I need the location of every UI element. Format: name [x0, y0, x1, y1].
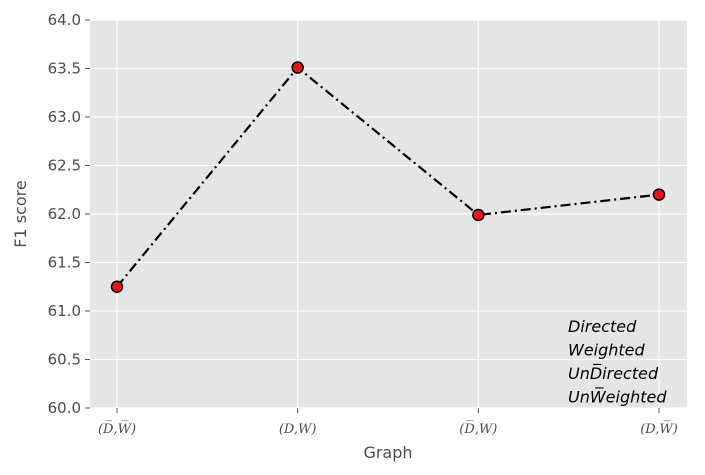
y-tick-label: 64.0 [48, 11, 81, 29]
grid-lines [90, 19, 687, 409]
data-points [110, 61, 666, 293]
y-tick-label: 61.5 [48, 254, 81, 272]
y-tick-label: 63.0 [48, 108, 81, 126]
legend-note: UnW̅eighted [568, 388, 667, 407]
data-point [110, 280, 124, 293]
series-line [116, 65, 660, 288]
legend-note: UnD̅irected [568, 364, 659, 383]
legend-note: Directed [568, 317, 637, 336]
data-point [291, 61, 304, 74]
x-tick-label: (D̅,W) [459, 421, 497, 437]
y-tick-label: 62.0 [48, 205, 81, 223]
data-point [472, 208, 485, 222]
x-axis-title: Graph [363, 443, 412, 462]
y-tick-label: 61.0 [48, 302, 81, 320]
x-tick-label: (D,W̅) [640, 421, 678, 437]
y-tick-label: 60.0 [48, 399, 81, 417]
y-tick-label: 63.5 [48, 60, 81, 78]
y-axis-ticks: 60.0 60.5 61.0 61.5 62.0 62.5 63.0 63.5 64.0 [48, 11, 90, 417]
x-axis-ticks: (D̅,W̅) (D,W) (D̅,W) (D,W̅) [98, 408, 678, 437]
x-tick-label: (D̅,W̅) [98, 421, 136, 437]
x-tick-label: (D,W) [279, 422, 317, 437]
y-tick-label: 60.5 [48, 351, 81, 369]
y-axis-title: F1 score [11, 180, 30, 247]
legend-note: Weighted [568, 341, 646, 360]
legend-notes: Directed Weighted UnD̅irected UnW̅eighted [568, 317, 667, 407]
y-tick-label: 62.5 [48, 157, 81, 175]
data-point [652, 188, 666, 201]
